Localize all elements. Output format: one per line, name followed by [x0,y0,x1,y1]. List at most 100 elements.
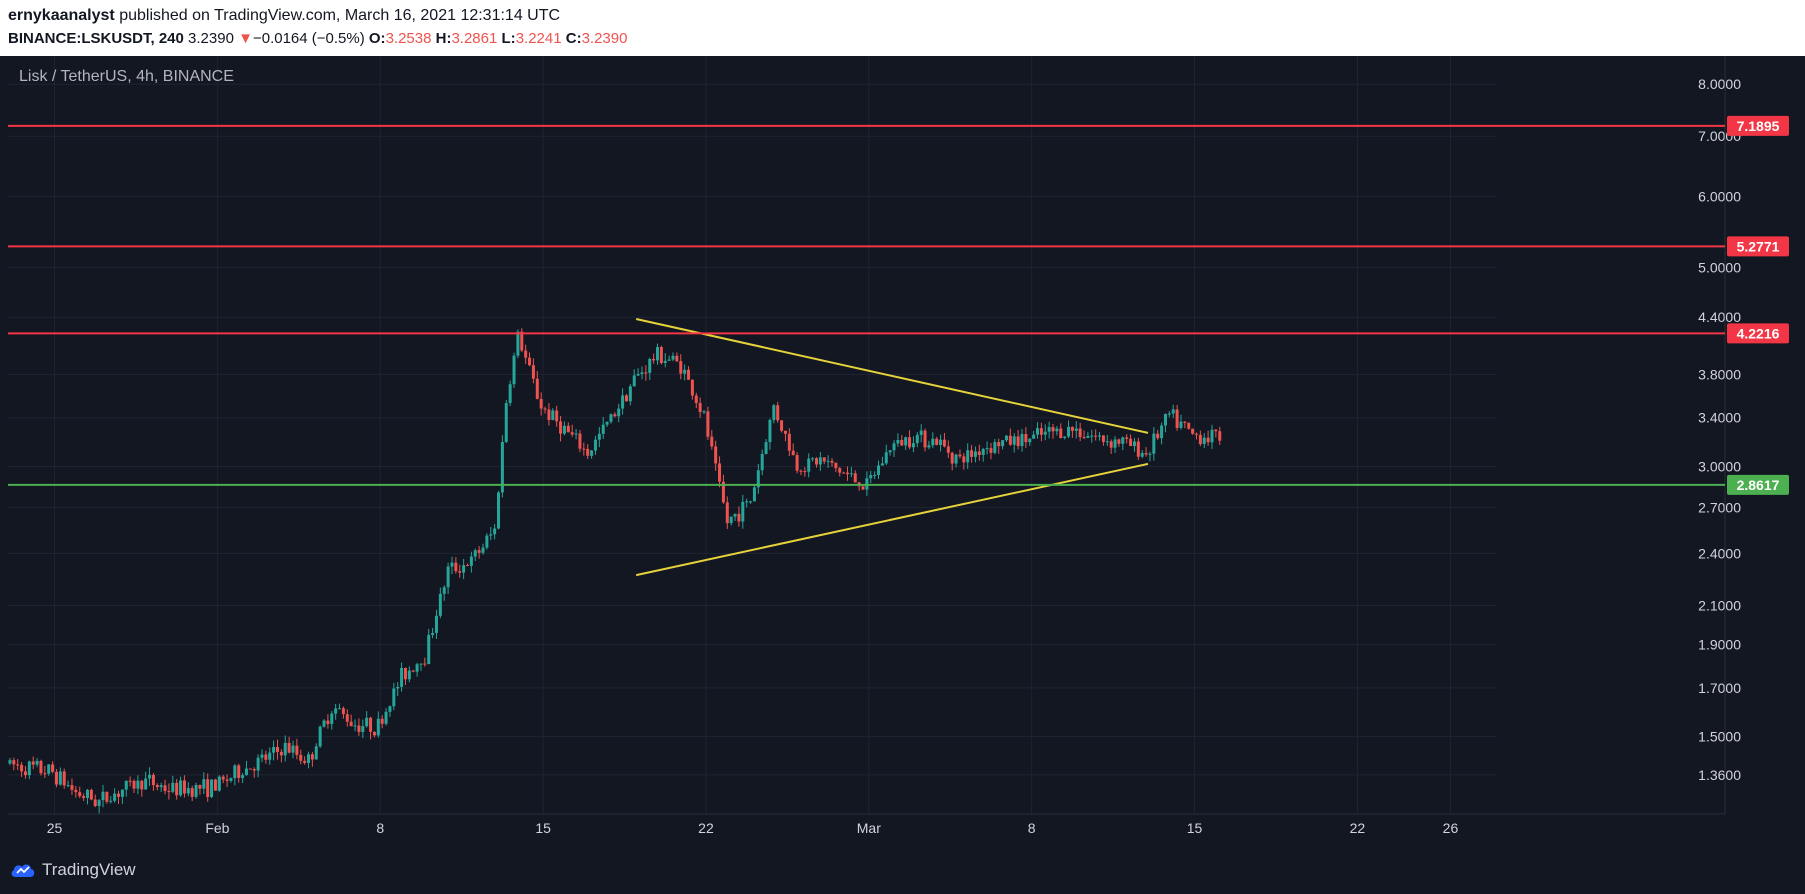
candle-body [326,720,330,725]
candle-body [194,785,198,797]
candle-body [1175,409,1179,428]
candle-body [415,664,419,672]
candle-body [640,372,644,375]
candle-body [1074,428,1078,431]
open-value: 3.2538 [385,30,432,47]
candle-body [1210,429,1214,443]
candle-body [818,457,822,465]
candle-body [82,796,86,798]
tradingview-cloud-icon [11,864,35,877]
level-price-label: 7.1895 [1737,118,1780,134]
candle-body [562,425,566,434]
high-value: 3.2861 [451,30,498,47]
candle-body [314,746,318,760]
candle-body [465,565,469,567]
candle-body [54,771,58,785]
symbol-label: BINANCE:LSKUSDT, 240 [8,30,184,47]
candle-body [617,408,621,417]
candle-body [97,800,101,807]
level-price-label: 2.8617 [1737,477,1780,493]
candle-body [148,774,152,779]
candle-body [764,442,768,454]
level-price-tag [1727,236,1789,257]
candle-body [985,448,989,450]
candle-body [636,374,640,376]
candle-body [353,725,357,727]
chart-header: ernykaanalyst published on TradingView.c… [0,0,1805,56]
candle-body [966,450,970,463]
chart-area[interactable]: 8.0000 7.0000 6.0000 5.0000 4.4000 3.8000 3.40… [0,56,1805,848]
x-tick-label: 22 [1350,820,1366,836]
candle-body [834,462,838,469]
candle-body [179,780,183,796]
candle-body [330,713,334,725]
candle-body [1152,433,1156,454]
candle-body [1183,421,1187,423]
change-arrow-icon: ▼ [238,30,253,47]
y-tick-label: 5.0000 [1698,259,1741,275]
candle-body [613,414,617,417]
candle-body [667,359,671,361]
trendline [635,318,1149,434]
candle-body [551,410,555,421]
candle-body [663,360,667,364]
candle-body [531,365,535,379]
candle-body [12,760,16,765]
price-chart[interactable]: 8.00007.00006.00005.00004.40003.80003.40… [0,56,1805,848]
level-price-label: 5.2771 [1737,238,1780,254]
candle-body [438,593,442,616]
candle-body [419,663,423,665]
candle-body [477,550,481,553]
candle-body [787,433,791,451]
x-tick-label: 8 [376,820,384,836]
candle-body [597,433,601,440]
candle-body [458,571,462,573]
candle-body [365,717,369,727]
x-tick-label: Feb [205,820,229,836]
candle-body [977,451,981,455]
candle-body [776,405,780,421]
candle-body [58,771,62,785]
candle-body [869,475,873,479]
candle-body [915,434,919,444]
candle-body [528,357,532,366]
candle-body [768,419,772,443]
candle-body [896,440,900,444]
candle-body [431,632,435,635]
candle-body [1167,413,1171,415]
candle-body [543,408,547,410]
candle-body [822,457,826,462]
candle-body [1020,434,1024,447]
candle-body [799,470,803,472]
candle-body [880,463,884,466]
candle-body [171,782,175,792]
candle-body [756,470,760,488]
candle-body [252,769,256,771]
candle-body [85,789,89,798]
candle-body [403,667,407,680]
tradingview-logo[interactable]: TradingView [10,860,136,880]
candle-body [520,331,524,351]
candle-body [62,771,66,786]
x-tick-label: 15 [535,820,551,836]
candle-body [423,663,427,665]
candle-body [489,534,493,536]
candle-body [811,458,815,460]
candle-body [760,453,764,471]
candle-body [361,726,365,732]
candle-body [655,347,659,361]
candle-body [853,473,857,483]
candle-body [338,708,342,710]
candle-body [783,430,787,434]
level-price-label: 4.2216 [1737,325,1780,341]
author-name[interactable]: ernykaanalyst [8,7,115,24]
candle-body [935,438,939,445]
candle-body [574,433,578,435]
candle-body [74,789,78,793]
x-tick-label: Mar [857,820,881,836]
candle-body [632,375,636,387]
candle-body [690,379,694,396]
candle-body [644,372,648,374]
candle-body [345,714,349,722]
candle-body [206,779,210,798]
